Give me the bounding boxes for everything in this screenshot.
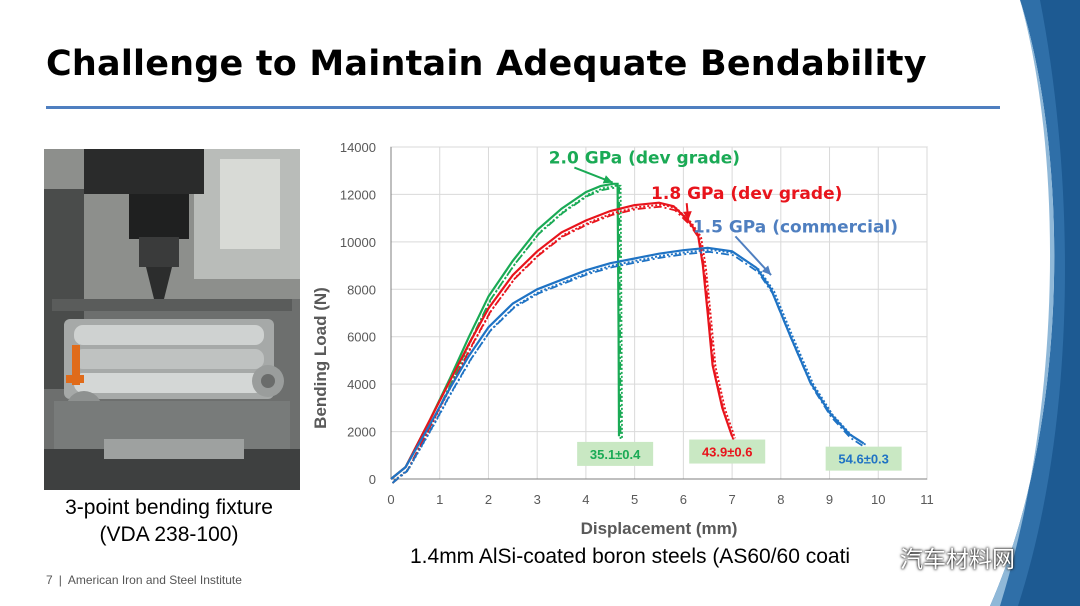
photo-caption-line2: (VDA 238-100): [99, 523, 239, 546]
annotation-arrowhead: [761, 265, 772, 276]
wechat-icon: [868, 549, 897, 570]
y-tick-label: 10000: [340, 235, 376, 250]
bending-fixture-photo: [44, 149, 300, 490]
series-annotation: 2.0 GPa (dev grade): [549, 149, 740, 169]
bending-load-chart: 0 2000 4000 6000 8000 10000 12000 14000 0 1 2 3 4 5 6…: [311, 140, 934, 538]
series-annotation: 1.8 GPa (dev grade): [651, 184, 842, 204]
y-tick-label: 8000: [347, 282, 376, 297]
y-axis-label: Bending Load (N): [311, 287, 330, 429]
x-tick-label: 7: [728, 492, 735, 507]
chart-axes: [390, 147, 927, 480]
x-tick-label: 11: [920, 492, 934, 507]
value-box: [577, 441, 654, 466]
series-line-dotted-2-0-gpa-dev-grade-: [393, 184, 623, 482]
series-annotation: 1.5 GPa (commercial): [693, 217, 898, 237]
value-boxes: 35.1±0.4 43.9±0.6 54.6±0.3: [577, 439, 902, 471]
series-annotations: 2.0 GPa (dev grade) 1.8 GPa (dev grade) 1.…: [549, 149, 898, 276]
footer: 7 | American Iron and Steel Institute: [46, 573, 242, 587]
y-tick-label: 0: [369, 472, 376, 487]
x-tick-label: 9: [826, 492, 833, 507]
watermark-text: 汽车材料网: [900, 547, 1015, 573]
watermark: 汽车材料网: [868, 540, 1015, 574]
x-tick-label: 8: [777, 492, 784, 507]
footer-organization: American Iron and Steel Institute: [67, 573, 242, 587]
title-divider: [46, 106, 1000, 109]
value-box: [825, 446, 902, 471]
footer-separator: |: [58, 573, 62, 587]
x-tick-label: 0: [387, 492, 394, 507]
chart-caption: 1.4mm AlSi-coated boron steels (AS60/60 …: [410, 545, 851, 568]
x-axis-label: Displacement (mm): [581, 519, 738, 538]
series-lines: [390, 182, 868, 484]
y-tick-label: 14000: [340, 140, 376, 155]
y-tick-label: 4000: [347, 377, 376, 392]
y-tick-label: 6000: [347, 330, 376, 345]
value-box-label: 43.9±0.6: [702, 445, 753, 460]
x-tick-label: 1: [436, 492, 443, 507]
x-tick-label: 6: [680, 492, 687, 507]
x-tick-label: 4: [582, 492, 589, 507]
x-tick-labels: 0 1 2 3 4 5 6 7 8 9 10 11: [387, 492, 933, 507]
series-line-1-8-gpa-dev-grade-: [390, 201, 734, 480]
x-tick-label: 5: [631, 492, 638, 507]
x-tick-label: 2: [485, 492, 492, 507]
value-box: [689, 439, 766, 464]
y-tick-label: 12000: [340, 187, 376, 202]
series-line-dashdot-1-5-gpa-commercial-: [391, 250, 866, 484]
value-box-label: 35.1±0.4: [590, 447, 641, 462]
x-tick-label: 3: [534, 492, 541, 507]
y-tick-label: 2000: [347, 425, 376, 440]
footer-page-number: 7: [46, 573, 53, 587]
x-tick-label: 10: [871, 492, 885, 507]
annotation-arrowhead: [683, 211, 692, 221]
photo-caption-line1: 3-point bending fixture: [65, 496, 273, 519]
y-tick-labels: 0 2000 4000 6000 8000 10000 12000 14000: [340, 140, 376, 487]
value-box-label: 54.6±0.3: [838, 452, 889, 467]
page-title: Challenge to Maintain Adequate Bendabili…: [46, 44, 927, 84]
annotation-arrowhead: [602, 175, 613, 184]
